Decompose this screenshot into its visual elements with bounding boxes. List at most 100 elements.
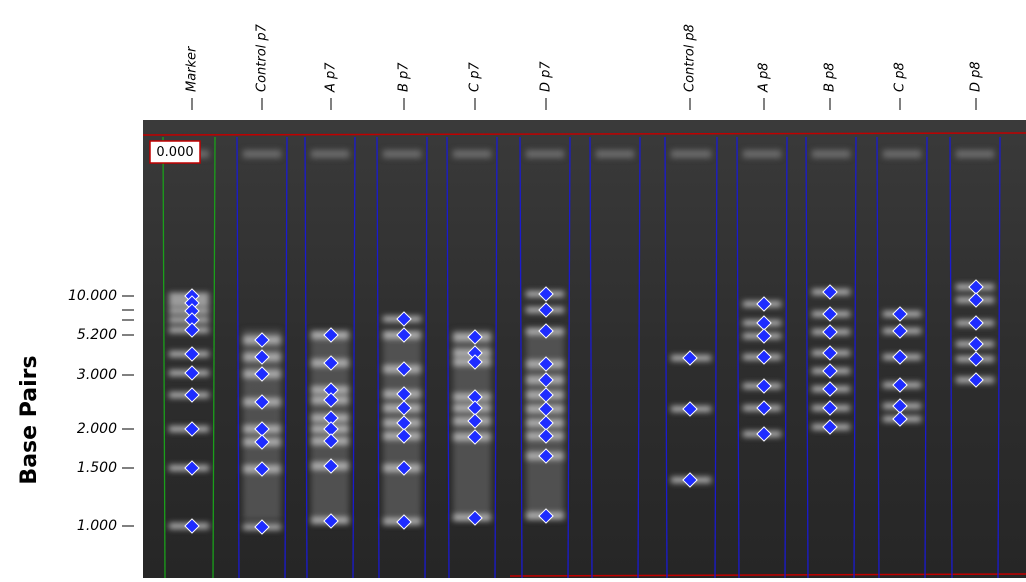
band-marker	[323, 458, 339, 474]
lane-border	[567, 136, 571, 579]
well	[812, 150, 850, 158]
band-marker	[538, 387, 554, 403]
axis-ticks: 10.000 5.200 3.000 2.000 1.500 1.000	[68, 288, 134, 534]
band-marker	[892, 349, 908, 365]
band-marker	[184, 322, 200, 338]
lane-label: B p8	[823, 62, 838, 92]
band-marker	[254, 519, 270, 535]
band-marker	[184, 460, 200, 476]
lane-border	[784, 136, 788, 579]
tick-label: 2.000	[77, 421, 117, 437]
lane-border	[997, 136, 1001, 579]
band-marker	[892, 306, 908, 322]
band-marker	[822, 400, 838, 416]
band-marker	[323, 410, 339, 426]
band-marker	[968, 372, 984, 388]
lane-label: A p8	[757, 62, 772, 93]
lane-border	[637, 136, 641, 579]
lane-border	[853, 136, 857, 579]
band-markers	[184, 279, 984, 535]
lane-label: D p8	[969, 61, 984, 92]
band-marker	[538, 415, 554, 431]
lane-border	[162, 136, 166, 579]
lane-border	[736, 136, 740, 579]
band-marker	[756, 378, 772, 394]
band-marker	[467, 329, 483, 345]
band-marker	[822, 363, 838, 379]
band-marker	[538, 302, 554, 318]
lane-border	[284, 136, 288, 579]
band-marker	[756, 426, 772, 442]
band-marker	[254, 421, 270, 437]
band-marker	[254, 394, 270, 410]
lane-border	[805, 136, 809, 579]
band-marker	[254, 434, 270, 450]
well	[453, 150, 491, 158]
band-marker	[892, 377, 908, 393]
lane-border	[236, 136, 240, 579]
band-marker	[892, 411, 908, 427]
band-marker	[396, 460, 412, 476]
band-marker	[323, 327, 339, 343]
band-marker	[184, 387, 200, 403]
band-marker	[467, 389, 483, 405]
band-marker	[396, 311, 412, 327]
band-marker	[184, 518, 200, 534]
well	[311, 150, 349, 158]
lane-label: Control p8	[683, 24, 698, 92]
band-marker	[682, 401, 698, 417]
well	[956, 150, 994, 158]
top-line	[142, 132, 1026, 136]
lane-border	[212, 136, 216, 579]
lane-border	[519, 136, 523, 579]
band-marker	[467, 345, 483, 361]
band-marker	[968, 351, 984, 367]
lane-border	[924, 136, 928, 579]
band-marker	[467, 510, 483, 526]
bottom-line	[509, 573, 1026, 577]
band-marker	[822, 345, 838, 361]
band-marker	[323, 382, 339, 398]
band-marker	[682, 350, 698, 366]
lane-border	[446, 136, 450, 579]
band-marker	[184, 421, 200, 437]
lane-border	[304, 136, 308, 579]
band-marker	[756, 315, 772, 331]
lane-border	[352, 136, 356, 579]
lane-border	[949, 136, 953, 579]
tick-label: 1.000	[77, 518, 117, 534]
band-marker	[323, 421, 339, 437]
well	[883, 150, 921, 158]
band-marker	[396, 514, 412, 530]
lane-border	[664, 136, 668, 579]
band-marker	[538, 372, 554, 388]
band-marker	[467, 413, 483, 429]
readout-box	[149, 140, 201, 164]
lane-label: C p7	[468, 62, 483, 92]
well	[383, 150, 421, 158]
lane-label: Control p7	[255, 23, 270, 92]
band-marker	[538, 356, 554, 372]
band-marker	[184, 295, 200, 311]
band-marker	[254, 461, 270, 477]
band-marker	[323, 513, 339, 529]
readout: 0.000	[156, 145, 193, 160]
band-marker	[323, 355, 339, 371]
band-marker	[323, 392, 339, 408]
well	[243, 150, 281, 158]
band-marker	[538, 448, 554, 464]
band-marker	[968, 315, 984, 331]
band-marker	[756, 328, 772, 344]
band-marker	[822, 284, 838, 300]
band-marker	[538, 508, 554, 524]
band-marker	[756, 296, 772, 312]
band-marker	[467, 400, 483, 416]
band-marker	[254, 332, 270, 348]
lane-label: B p7	[397, 62, 412, 92]
band-marker	[467, 354, 483, 370]
band-marker	[892, 323, 908, 339]
band-marker	[396, 361, 412, 377]
well	[526, 150, 564, 158]
well	[596, 150, 634, 158]
